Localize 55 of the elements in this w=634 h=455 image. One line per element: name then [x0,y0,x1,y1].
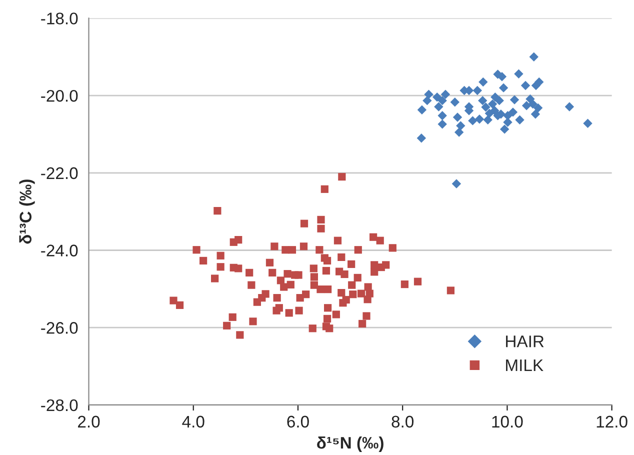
point [497,72,507,82]
point [583,118,592,128]
y-axis-title: δ¹³C (‰) [19,180,35,244]
y-tick-label: -22.0 [41,167,78,180]
point [440,90,450,99]
y-tick-label: -18.0 [41,12,78,24]
x-tick-label: 8.0 [392,416,414,428]
point [514,69,524,78]
x-axis-title: δ¹⁵N (‰) [317,436,384,452]
point [510,95,520,104]
point [452,112,462,122]
y-tick-label: -24.0 [41,244,78,256]
point [417,105,427,114]
point [434,102,444,112]
y-tick-label: -20.0 [41,90,78,102]
point [478,96,488,106]
x-tick-label: 6.0 [287,416,309,428]
y-tick-label: -28.0 [41,399,78,412]
point [478,77,488,87]
point [500,124,510,134]
x-tick-label: 10.0 [492,416,523,428]
point [530,110,540,119]
point [474,114,484,124]
point [472,86,482,96]
x-tick-label: 4.0 [182,416,204,428]
point [468,116,478,126]
point [416,133,426,143]
point [481,102,490,112]
point [484,108,494,118]
point [522,101,532,110]
point [498,83,508,92]
legend-label: HAIR [506,336,544,348]
point [438,96,447,106]
point [422,96,432,106]
point [564,102,574,112]
point [533,103,543,113]
point [508,108,518,117]
point [456,121,466,130]
legend-label: MILK [506,360,544,372]
point [454,128,464,137]
point [483,115,492,125]
x-tick-label: 2.0 [78,416,100,428]
y-tick-label: -26.0 [41,322,78,334]
point [488,99,498,109]
point [494,96,504,106]
point [432,92,442,102]
point [515,115,524,125]
point [450,98,460,107]
point [438,111,447,120]
point [529,52,538,62]
point [438,120,447,129]
point [452,179,462,188]
point [534,77,544,87]
x-tick-label: 12.0 [596,416,628,428]
point [520,80,530,90]
